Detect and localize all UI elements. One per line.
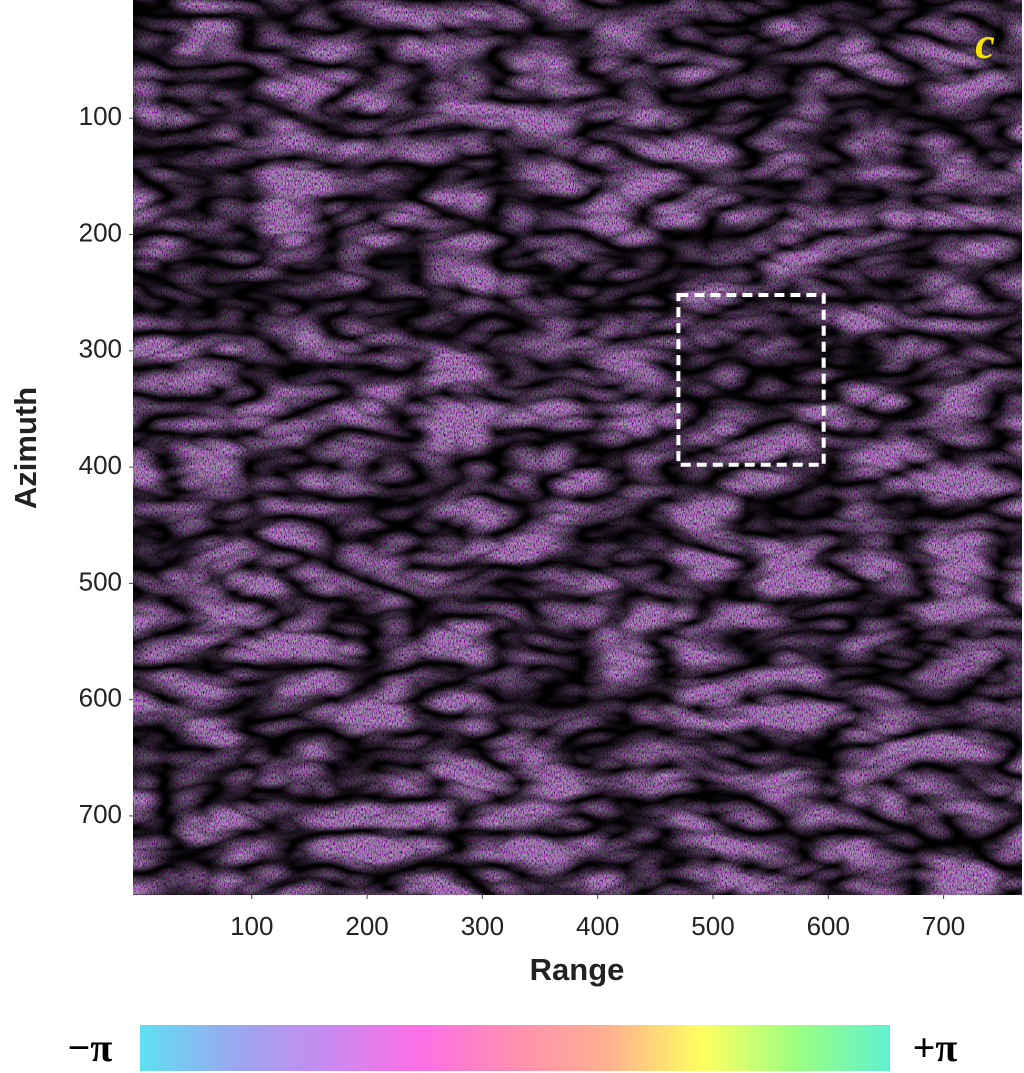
- dark-shadow-texture: [133, 0, 1022, 895]
- x-tick-label: 100: [230, 911, 273, 941]
- x-tick-label: 500: [691, 911, 734, 941]
- colorbar-max-label: +π: [913, 1025, 958, 1070]
- y-tick-label: 100: [79, 101, 122, 131]
- x-axis-label: Range: [530, 952, 625, 987]
- x-tick-label: 700: [922, 911, 965, 941]
- colorbar-min-label: −π: [68, 1025, 113, 1070]
- x-tick-label: 600: [807, 911, 850, 941]
- roi-box: [676, 293, 826, 467]
- panel-label: c: [975, 19, 995, 68]
- y-axis-label: Azimuth: [8, 387, 43, 509]
- colorbar: [140, 1025, 890, 1071]
- x-tick-label: 300: [461, 911, 504, 941]
- y-tick-label: 300: [79, 334, 122, 364]
- y-tick-label: 600: [79, 683, 122, 713]
- x-tick-label: 200: [345, 911, 388, 941]
- y-tick-label: 700: [79, 799, 122, 829]
- y-tick-label: 200: [79, 217, 122, 247]
- y-tick-label: 500: [79, 566, 122, 596]
- y-tick-label: 400: [79, 450, 122, 480]
- x-tick-label: 400: [576, 911, 619, 941]
